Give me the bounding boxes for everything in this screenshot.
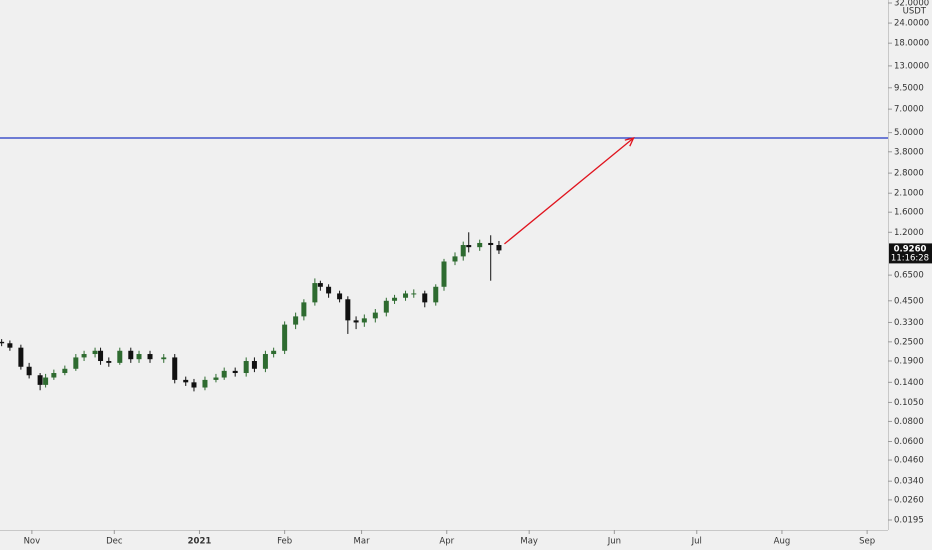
x-tick-label: Mar: [354, 537, 371, 547]
candle-body: [433, 286, 439, 303]
candle-body: [51, 373, 57, 378]
candle-body: [337, 293, 343, 300]
y-tick-label: 0.0460: [894, 456, 924, 466]
y-tick-label: 2.8000: [894, 169, 924, 179]
candle-body: [202, 379, 208, 388]
y-tick-label: 32.0000: [894, 0, 929, 8]
y-tick-label: 3.8000: [894, 147, 924, 157]
candle-body: [466, 245, 472, 248]
candle-body: [92, 350, 98, 355]
y-tick-label: 24.0000: [894, 19, 929, 29]
candle-body: [477, 242, 483, 248]
x-tick-label: Jul: [691, 537, 702, 547]
price-label-box: [889, 243, 932, 264]
x-tick-label: May: [520, 537, 538, 547]
candle-body: [183, 379, 189, 383]
candle-body: [136, 354, 142, 360]
candle-body: [372, 312, 378, 319]
candle-body: [26, 366, 32, 376]
candle-body: [147, 354, 153, 360]
candle-body: [422, 293, 428, 303]
candle-body: [392, 297, 398, 301]
x-tick-label: Dec: [106, 537, 123, 547]
candle-body: [312, 283, 318, 303]
candle-body: [232, 370, 238, 374]
x-tick-label: Nov: [24, 537, 41, 547]
candle-body: [403, 293, 409, 298]
candle-body: [221, 370, 227, 378]
candle-body: [37, 375, 43, 385]
candle-body: [383, 300, 389, 313]
candle-body: [62, 368, 68, 374]
x-tick-label: Feb: [277, 537, 292, 547]
candle-body: [282, 324, 288, 351]
x-tick-label: Apr: [439, 537, 454, 547]
candle-body: [43, 377, 49, 385]
y-tick-label: 7.0000: [894, 105, 924, 115]
countdown: 11:16:28: [891, 253, 929, 263]
candle-body: [488, 242, 494, 246]
y-tick-label: 0.2500: [894, 337, 924, 347]
candle-body: [73, 357, 79, 369]
currency: USDT: [903, 7, 927, 17]
y-tick-label: 2.1000: [894, 189, 924, 199]
candle-body: [326, 286, 332, 294]
price-label: 0.9260: [894, 244, 927, 254]
candle-body: [117, 350, 123, 363]
candle-body: [345, 299, 351, 321]
candle-body: [191, 382, 197, 388]
y-tick-label: 0.6500: [894, 271, 924, 281]
y-tick-label: 18.0000: [894, 39, 929, 49]
candle-body: [271, 350, 277, 355]
candle-body: [243, 361, 249, 374]
y-tick-label: 0.1900: [894, 357, 924, 367]
y-tick-label: 0.0260: [894, 495, 924, 505]
y-tick-label: 9.5000: [894, 83, 924, 93]
x-tick-label: 2021: [188, 537, 212, 547]
candle-body: [172, 357, 178, 380]
arrow-head: [624, 137, 635, 147]
candle-body: [106, 361, 112, 363]
candle-body: [452, 256, 458, 262]
candle-body: [251, 361, 257, 369]
y-tick-label: 0.4500: [894, 296, 924, 306]
candle-body: [317, 283, 323, 287]
candle-body: [161, 357, 167, 360]
y-tick-label: 0.0600: [894, 437, 924, 447]
y-tick-label: 0.1050: [894, 398, 924, 408]
candle-body: [0, 341, 5, 344]
candle-body: [441, 261, 447, 287]
y-tick-label: 1.2000: [894, 228, 924, 238]
candle-body: [98, 350, 104, 362]
x-tick-label: Aug: [774, 537, 791, 547]
candle-body: [293, 316, 299, 325]
y-tick-label: 0.0195: [894, 516, 924, 526]
y-tick-label: 0.0800: [894, 417, 924, 427]
candle-body: [81, 354, 87, 358]
candle-body: [262, 354, 268, 369]
candle-body: [301, 302, 307, 317]
candle-body: [18, 347, 24, 367]
y-tick-label: 0.0340: [894, 477, 924, 487]
candle-body: [411, 293, 417, 295]
y-tick-label: 13.0000: [894, 61, 929, 71]
y-tick-label: 1.6000: [894, 208, 924, 218]
x-tick-label: Jun: [607, 537, 621, 547]
candle-body: [353, 320, 359, 323]
arrow-line: [504, 137, 634, 245]
candle-body: [128, 350, 134, 360]
candle-body: [361, 318, 367, 323]
candle-body: [496, 245, 502, 251]
y-tick-label: 0.1400: [894, 378, 924, 388]
candle-body: [7, 343, 13, 348]
x-tick-label: Sep: [859, 537, 875, 547]
y-tick-label: 5.0000: [894, 128, 924, 138]
candle-body: [460, 245, 466, 257]
y-tick-label: 0.3300: [894, 318, 924, 328]
candle-body: [213, 377, 219, 380]
